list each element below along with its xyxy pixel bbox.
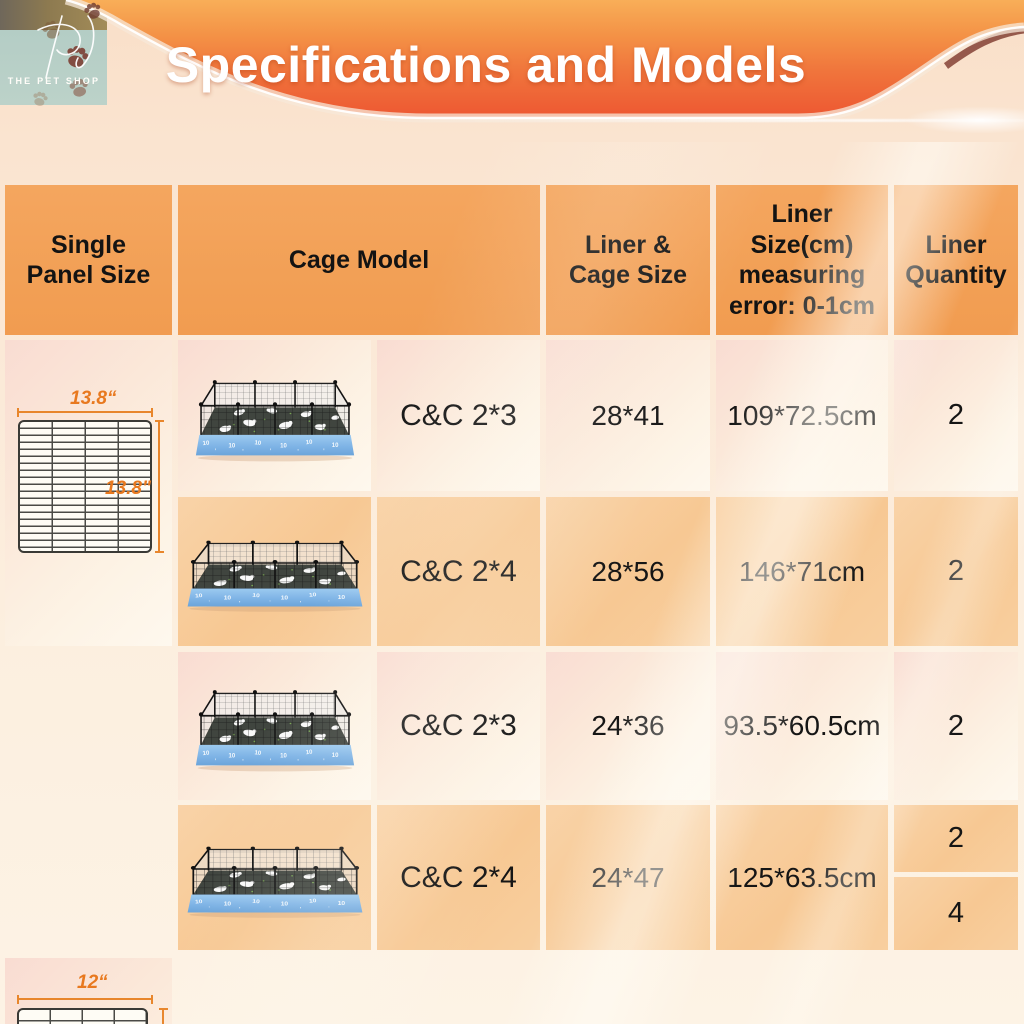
cage-cell-row4 — [178, 805, 371, 950]
cell-liner-cage-size-row2: 28*56 — [546, 497, 710, 646]
header-cage-model: Cage Model — [178, 185, 540, 335]
panel1-height-label: 13.8" — [105, 478, 151, 499]
header-liner-size-cm: Liner Size(cm) measuring error: 0-1cm — [716, 185, 888, 335]
cell-liner-cage-size-row3: 24*36 — [546, 652, 710, 800]
panel1-width-label: 13.8“ — [70, 388, 117, 409]
panel-cell-12x16: 12“ 16" — [5, 958, 172, 1024]
cage-illustration — [189, 368, 361, 464]
logo-teal-block — [0, 30, 107, 105]
banner-flare — [905, 106, 1024, 134]
header-liner-cage-size: Liner & Cage Size — [546, 185, 710, 335]
cell-quantity-row4-option1: 2 — [894, 805, 1018, 872]
cage-illustration — [180, 530, 370, 614]
panel2-width-label: 12“ — [77, 972, 108, 993]
cell-liner-cage-size-row1: 28*41 — [546, 340, 710, 491]
dimension-ruler — [17, 995, 153, 1004]
header-liner-quantity: Liner Quantity — [894, 185, 1018, 335]
cell-quantity-row3: 2 — [894, 652, 1018, 800]
cell-liner-size-row2: 146*71cm — [716, 497, 888, 646]
banner-ribbon — [64, 0, 1024, 123]
cell-liner-size-row4: 125*63.5cm — [716, 805, 888, 950]
page-title: Specifications and Models — [165, 37, 807, 93]
wire-panel-illustration — [17, 1008, 148, 1024]
dimension-ruler — [155, 420, 164, 553]
cell-liner-cage-size-row4: 24*47 — [546, 805, 710, 950]
logo-signature-icon — [37, 15, 95, 79]
cell-model-row2: C&C 2*4 — [377, 497, 540, 646]
cage-cell-row1 — [178, 340, 371, 491]
panel-cell-13.8x13.8: 13.8“ 13.8" — [5, 340, 172, 646]
cell-liner-size-row1: 109*72.5cm — [716, 340, 888, 491]
page-header: THE PET SHOP Specifications and Models — [0, 0, 1024, 142]
cage-cell-row2 — [178, 497, 371, 646]
cage-illustration — [189, 678, 361, 774]
cell-quantity-row1: 2 — [894, 340, 1018, 491]
shop-name: THE PET SHOP — [7, 76, 101, 86]
dimension-ruler — [17, 408, 153, 417]
cell-model-row3: C&C 2*3 — [377, 652, 540, 800]
dimension-ruler — [159, 1008, 168, 1024]
banner-shine — [400, 119, 1024, 122]
cage-cell-row3 — [178, 652, 371, 800]
cell-model-row1: C&C 2*3 — [377, 340, 540, 491]
cell-liner-size-row3: 93.5*60.5cm — [716, 652, 888, 800]
cell-model-row4: C&C 2*4 — [377, 805, 540, 950]
wire-panel-illustration — [18, 420, 152, 553]
logo-decorations — [31, 0, 104, 108]
cell-quantity-row4-option2: 4 — [894, 877, 1018, 950]
header-single-panel-size: Single Panel Size — [5, 185, 172, 335]
cell-quantity-row2: 2 — [894, 497, 1018, 646]
cage-illustration — [180, 836, 370, 920]
